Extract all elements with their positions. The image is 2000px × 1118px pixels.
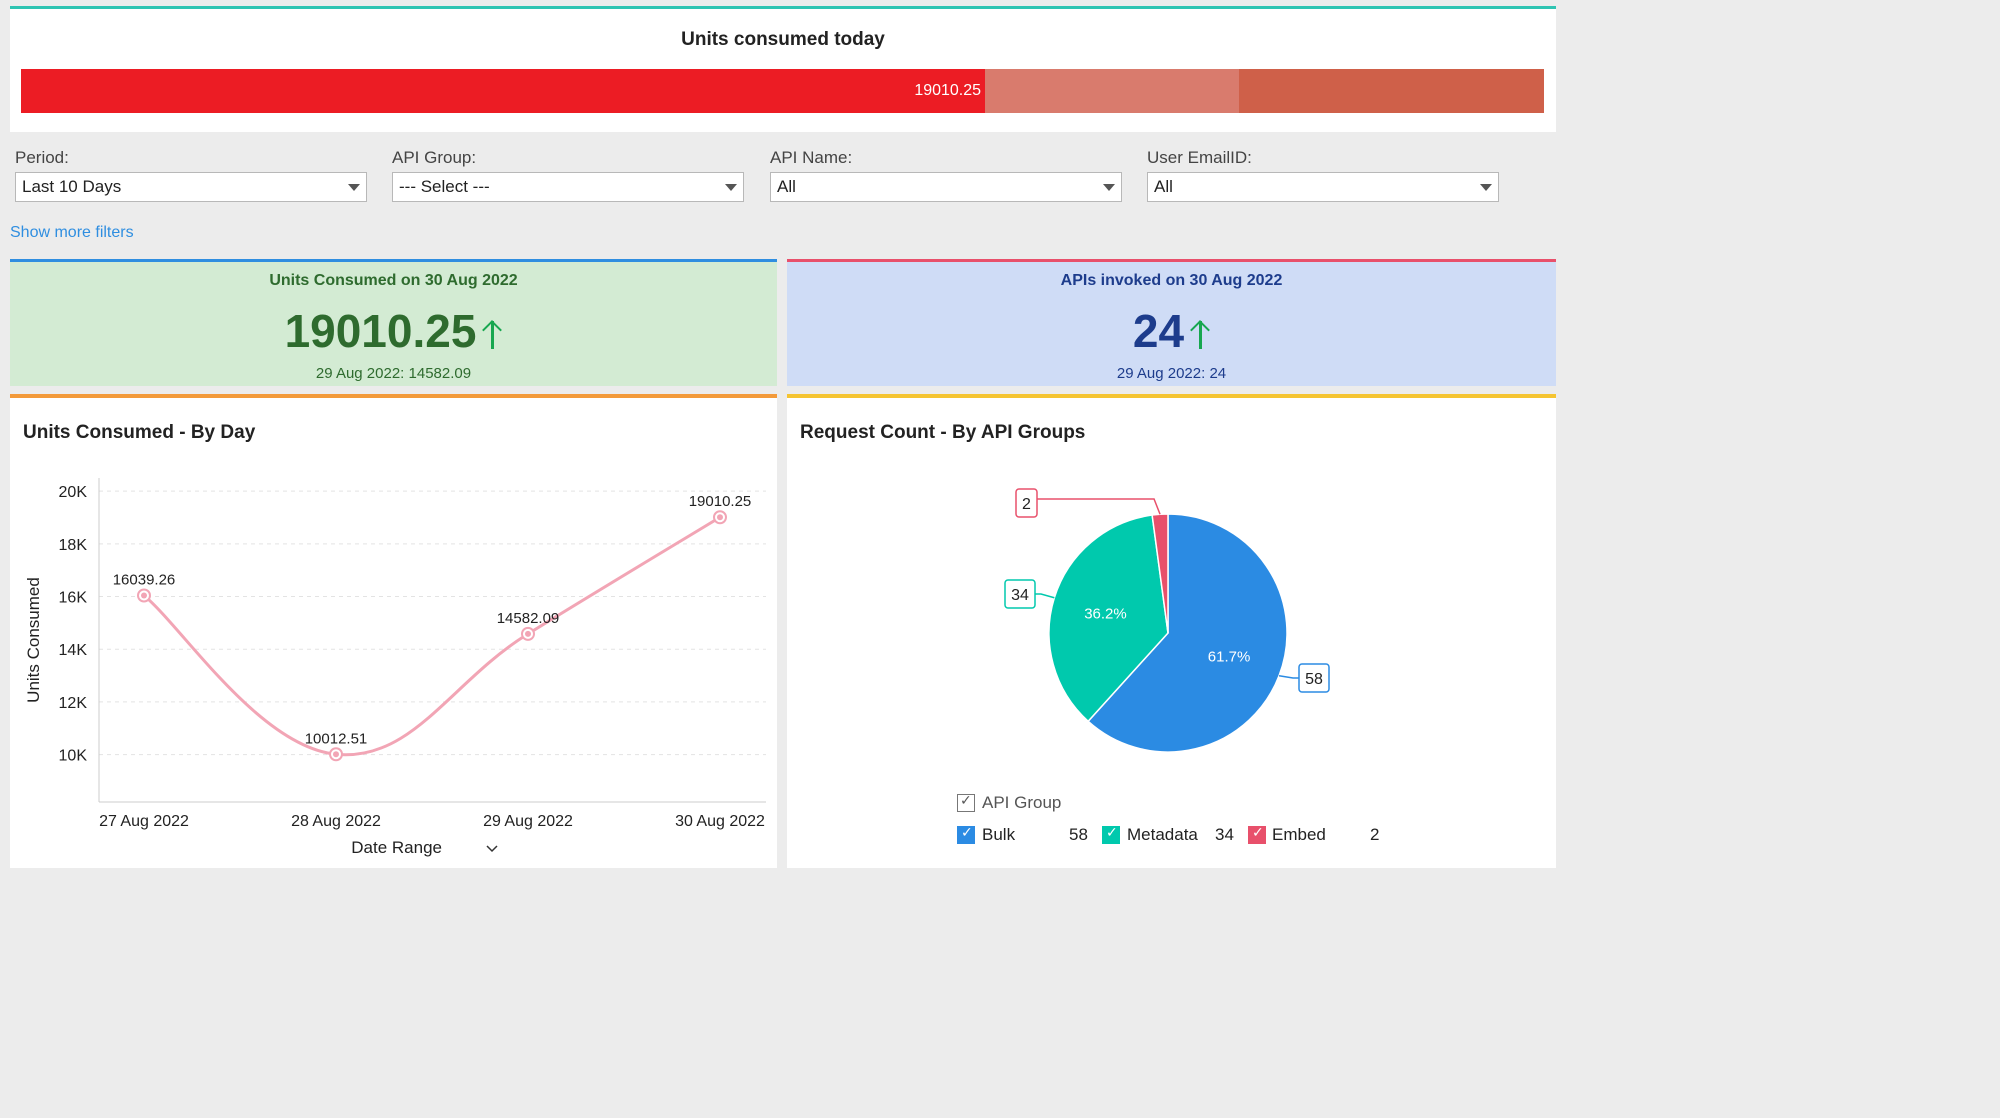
chevron-down-icon bbox=[725, 184, 737, 191]
pie-percent-label: 61.7% bbox=[1208, 649, 1251, 666]
legend-bulk-checkbox[interactable]: ✓ bbox=[957, 825, 975, 844]
kpi-apis-card: APIs invoked on 30 Aug 2022 24 29 Aug 20… bbox=[787, 259, 1556, 386]
data-label: 14582.09 bbox=[497, 610, 560, 627]
period-select-value: Last 10 Days bbox=[22, 177, 122, 196]
trend-up-arrow-icon bbox=[482, 317, 502, 349]
kpi-units-value: 19010.25 bbox=[284, 305, 477, 357]
kpi-apis-value-row: 24 bbox=[787, 304, 1556, 358]
units-today-gauge-card: Units consumed today 19010.25 bbox=[10, 6, 1556, 132]
callout-connector bbox=[1278, 675, 1299, 679]
gauge-bar: 19010.25 bbox=[21, 69, 1544, 113]
y-tick-label: 14K bbox=[59, 642, 88, 659]
kpi-apis-value: 24 bbox=[1132, 305, 1185, 357]
legend-bulk-label: Bulk bbox=[982, 825, 1016, 844]
kpi-apis-previous: 29 Aug 2022: 24 bbox=[1116, 365, 1227, 382]
pie-chart-card: Request Count - By API Groups 61.7% 36.2%… bbox=[787, 394, 1556, 868]
data-point-center bbox=[141, 592, 147, 599]
pie-chart-title: Request Count - By API Groups bbox=[800, 422, 1086, 443]
callout-box bbox=[1015, 488, 1038, 518]
line-chart-card: Units Consumed - By Day 10K 12K 14K 16K 18K 2… bbox=[10, 394, 777, 868]
trend-up-arrow-icon bbox=[1190, 317, 1210, 349]
chevron-down-icon bbox=[1480, 184, 1492, 191]
callout-connector bbox=[1037, 498, 1161, 515]
legend-bulk-count: 58 bbox=[1069, 825, 1088, 844]
api-group-select-value: --- Select --- bbox=[399, 177, 490, 196]
callout-connector bbox=[1035, 593, 1055, 599]
data-label: 16039.26 bbox=[113, 572, 176, 589]
api-name-select[interactable]: All bbox=[770, 172, 1122, 202]
legend-title: API Group bbox=[982, 793, 1062, 812]
pie-chart: 61.7% 36.2% 58 34 2 bbox=[1004, 488, 1330, 753]
period-select[interactable]: Last 10 Days bbox=[15, 172, 367, 202]
legend-embed-checkbox[interactable]: ✓ bbox=[1248, 825, 1266, 844]
pie-percent-label: 36.2% bbox=[1084, 606, 1127, 623]
user-email-select[interactable]: All bbox=[1147, 172, 1499, 202]
callout-value: 58 bbox=[1305, 671, 1323, 688]
x-tick-label: 28 Aug 2022 bbox=[291, 813, 381, 830]
kpi-apis-title: APIs invoked on 30 Aug 2022 bbox=[1060, 272, 1283, 289]
data-point-center bbox=[525, 630, 531, 637]
y-tick-label: 12K bbox=[59, 695, 88, 712]
callout-box bbox=[1298, 663, 1330, 693]
callout-value: 34 bbox=[1011, 587, 1029, 604]
callout-box bbox=[1004, 579, 1036, 609]
y-axis-title: Units Consumed bbox=[24, 577, 43, 703]
chevron-down-icon bbox=[348, 184, 360, 191]
x-tick-label: 29 Aug 2022 bbox=[483, 813, 573, 830]
series-line bbox=[143, 515, 721, 757]
pie-slice-embed[interactable] bbox=[1151, 513, 1169, 634]
pie-slice-bulk[interactable] bbox=[1087, 513, 1288, 753]
line-chart: 10K 12K 14K 16K 18K 20K 27 Aug 2022 28 Aug 2022… bbox=[24, 478, 766, 857]
legend-embed-count: 2 bbox=[1370, 825, 1380, 844]
callout-value: 2 bbox=[1022, 496, 1031, 513]
y-tick-label: 10K bbox=[59, 748, 88, 765]
legend-metadata-label: Metadata bbox=[1127, 825, 1198, 844]
period-label: Period: bbox=[15, 148, 69, 167]
api-name-select-value: All bbox=[777, 177, 796, 196]
api-name-label: API Name: bbox=[770, 148, 853, 167]
legend-metadata-checkbox[interactable]: ✓ bbox=[1102, 825, 1120, 844]
kpi-units-previous: 29 Aug 2022: 14582.09 bbox=[315, 365, 472, 382]
legend-title-checkbox[interactable]: ✓ bbox=[957, 793, 975, 812]
kpi-units-title: Units Consumed on 30 Aug 2022 bbox=[269, 272, 518, 289]
y-tick-label: 18K bbox=[59, 537, 88, 554]
api-group-select[interactable]: --- Select --- bbox=[392, 172, 744, 202]
show-more-filters-link[interactable]: Show more filters bbox=[10, 224, 134, 241]
kpi-units-card: Units Consumed on 30 Aug 2022 19010.25 2… bbox=[10, 259, 777, 386]
pie-slice-metadata[interactable] bbox=[1048, 514, 1169, 723]
gauge-band-2 bbox=[985, 69, 1240, 113]
gauge-band-1 bbox=[21, 69, 986, 113]
line-chart-title: Units Consumed - By Day bbox=[23, 422, 256, 443]
x-tick-label: 30 Aug 2022 bbox=[675, 813, 765, 830]
legend-metadata-count: 34 bbox=[1215, 825, 1234, 844]
chevron-down-icon[interactable] bbox=[486, 845, 498, 853]
data-point-center bbox=[333, 751, 339, 758]
data-label: 10012.51 bbox=[305, 730, 368, 747]
chevron-down-icon bbox=[1103, 184, 1115, 191]
gauge-value-label: 19010.25 bbox=[914, 82, 982, 99]
y-tick-label: 20K bbox=[59, 484, 88, 501]
x-axis-title: Date Range bbox=[351, 838, 442, 857]
gauge-band-3 bbox=[1239, 69, 1544, 113]
api-group-label: API Group: bbox=[392, 148, 477, 167]
legend-embed-label: Embed bbox=[1272, 825, 1326, 844]
x-tick-label: 27 Aug 2022 bbox=[99, 813, 189, 830]
y-tick-label: 16K bbox=[59, 590, 88, 607]
user-email-select-value: All bbox=[1154, 177, 1173, 196]
data-label: 19010.25 bbox=[689, 493, 752, 510]
user-email-label: User EmailID: bbox=[1147, 148, 1252, 167]
gauge-title: Units consumed today bbox=[681, 29, 885, 50]
kpi-units-value-row: 19010.25 bbox=[10, 304, 777, 358]
data-point-center bbox=[717, 514, 723, 521]
